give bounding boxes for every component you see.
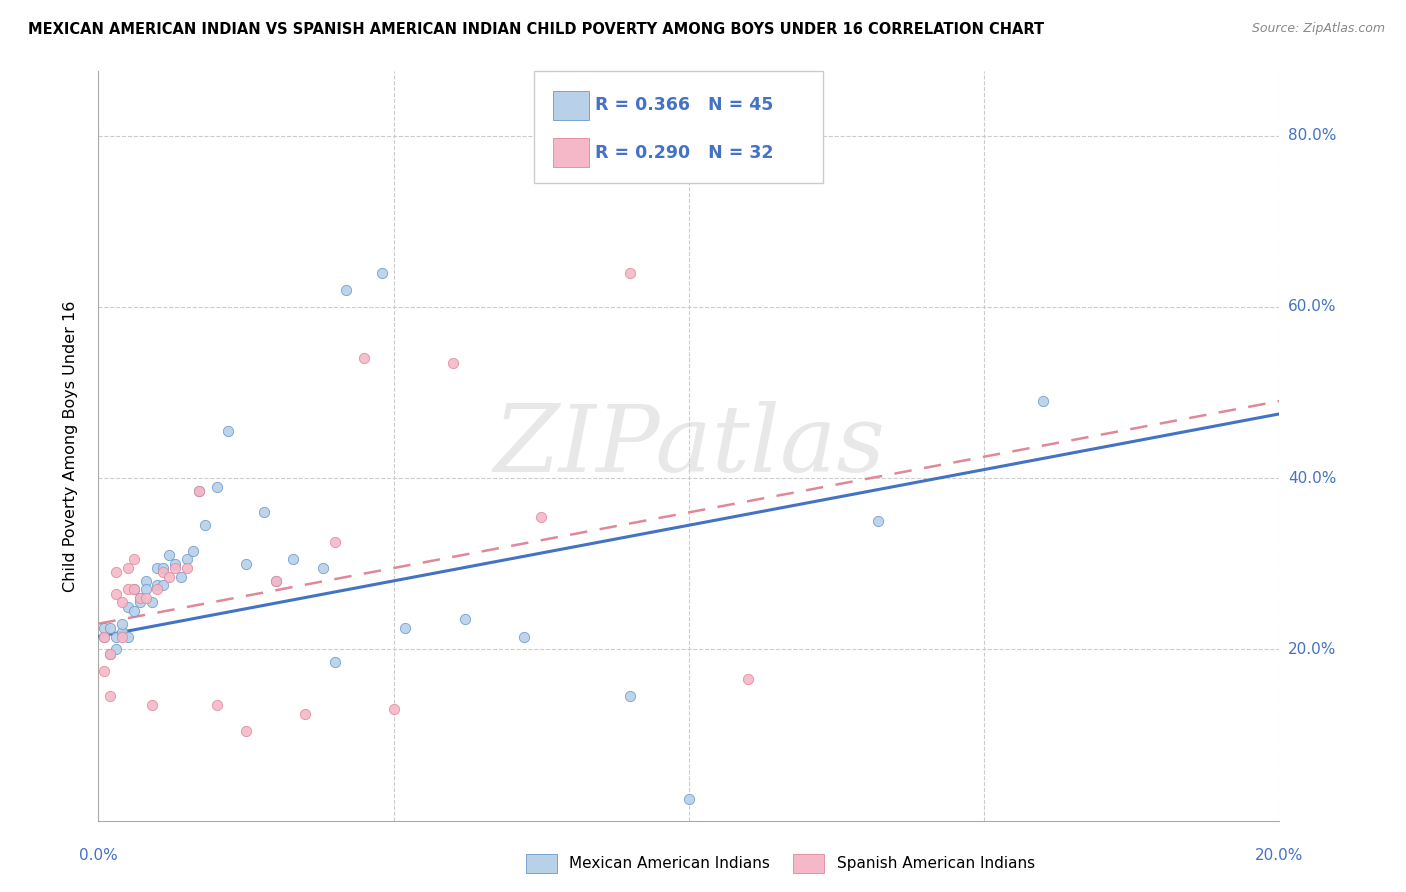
Point: [117, 630, 139, 644]
Point: [105, 587, 128, 601]
Point: [128, 591, 150, 605]
Point: [453, 612, 475, 626]
Point: [165, 557, 187, 571]
Point: [135, 582, 157, 597]
Point: [117, 561, 139, 575]
Point: [187, 483, 209, 498]
Point: [217, 424, 239, 438]
Text: ZIPatlas: ZIPatlas: [494, 401, 884, 491]
Text: 20.0%: 20.0%: [1256, 848, 1303, 863]
Text: Mexican American Indians: Mexican American Indians: [569, 856, 770, 871]
Point: [117, 599, 139, 614]
Point: [323, 655, 346, 669]
Point: [122, 582, 145, 597]
Text: MEXICAN AMERICAN INDIAN VS SPANISH AMERICAN INDIAN CHILD POVERTY AMONG BOYS UNDE: MEXICAN AMERICAN INDIAN VS SPANISH AMERI…: [28, 22, 1045, 37]
Point: [187, 483, 209, 498]
Point: [441, 355, 464, 369]
Point: [165, 561, 187, 575]
Point: [105, 642, 128, 657]
Point: [146, 582, 169, 597]
Point: [111, 595, 134, 609]
Text: 0.0%: 0.0%: [79, 848, 118, 863]
Point: [512, 630, 534, 644]
Point: [93, 630, 115, 644]
Point: [157, 569, 180, 583]
Point: [93, 630, 115, 644]
Text: 80.0%: 80.0%: [1288, 128, 1336, 143]
Point: [117, 582, 139, 597]
Point: [135, 591, 157, 605]
Point: [394, 621, 416, 635]
Text: 40.0%: 40.0%: [1288, 471, 1336, 485]
Point: [111, 630, 134, 644]
Point: [235, 723, 257, 738]
Point: [353, 351, 375, 366]
Point: [205, 480, 228, 494]
Point: [98, 647, 121, 661]
Point: [141, 698, 163, 712]
Point: [294, 706, 316, 721]
Text: 20.0%: 20.0%: [1288, 642, 1336, 657]
Text: Source: ZipAtlas.com: Source: ZipAtlas.com: [1251, 22, 1385, 36]
Point: [264, 574, 287, 588]
Point: [111, 625, 134, 640]
Point: [152, 578, 174, 592]
Point: [105, 630, 128, 644]
Point: [619, 266, 641, 280]
Text: R = 0.290   N = 32: R = 0.290 N = 32: [595, 144, 773, 161]
Point: [93, 664, 115, 678]
Point: [176, 561, 198, 575]
Point: [264, 574, 287, 588]
Point: [253, 505, 276, 519]
Point: [323, 535, 346, 549]
Point: [335, 283, 357, 297]
Point: [170, 569, 193, 583]
Point: [93, 621, 115, 635]
Point: [146, 578, 169, 592]
Point: [98, 621, 121, 635]
Point: [530, 509, 553, 524]
Point: [737, 673, 759, 687]
Point: [128, 591, 150, 605]
Point: [152, 566, 174, 580]
Point: [122, 552, 145, 566]
Text: R = 0.366   N = 45: R = 0.366 N = 45: [595, 96, 773, 114]
Point: [371, 266, 394, 280]
Point: [111, 616, 134, 631]
Point: [122, 604, 145, 618]
Point: [146, 561, 169, 575]
Point: [235, 557, 257, 571]
Point: [122, 582, 145, 597]
Text: Spanish American Indians: Spanish American Indians: [837, 856, 1035, 871]
Point: [128, 595, 150, 609]
Point: [1032, 394, 1054, 409]
Point: [382, 702, 405, 716]
Point: [312, 561, 335, 575]
Text: 60.0%: 60.0%: [1288, 300, 1336, 314]
Point: [194, 518, 217, 533]
Point: [619, 690, 641, 704]
Point: [105, 566, 128, 580]
Point: [98, 690, 121, 704]
Point: [157, 548, 180, 562]
Point: [135, 574, 157, 588]
Point: [152, 561, 174, 575]
Point: [98, 647, 121, 661]
Point: [176, 552, 198, 566]
Point: [866, 514, 889, 528]
Point: [283, 552, 305, 566]
Point: [181, 544, 204, 558]
Point: [141, 595, 163, 609]
Point: [678, 792, 700, 806]
Point: [205, 698, 228, 712]
Y-axis label: Child Poverty Among Boys Under 16: Child Poverty Among Boys Under 16: [63, 301, 77, 591]
